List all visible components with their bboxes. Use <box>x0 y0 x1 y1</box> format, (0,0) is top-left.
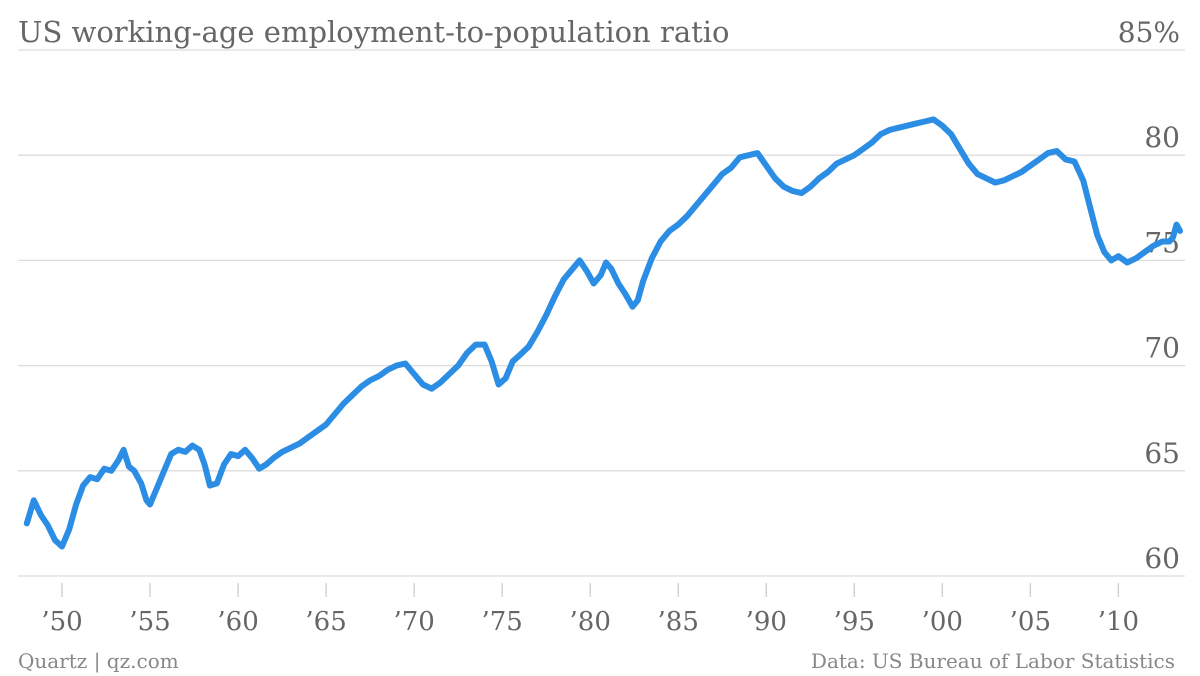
x-tick-label: ’65 <box>305 607 346 637</box>
x-tick-label: ’50 <box>41 607 82 637</box>
x-tick-label: ’10 <box>1098 607 1139 637</box>
x-axis-ticks: ’50 ’55 ’60 ’65 ’70 ’75 ’80 ’85 ’90 ’95 ’00 ’05 ’10 <box>41 583 1139 637</box>
x-tick-label: ’90 <box>746 607 787 637</box>
chart-title: US working-age employment-to-population … <box>18 15 730 49</box>
x-tick-label: ’00 <box>922 607 963 637</box>
x-tick-label: ’95 <box>834 607 875 637</box>
x-tick-label: ’85 <box>658 607 699 637</box>
y-tick-label: 80 <box>1144 121 1180 154</box>
y-tick-label: 70 <box>1144 332 1180 365</box>
data-source: Data: US Bureau of Labor Statistics <box>811 649 1175 673</box>
y-tick-label: 65 <box>1144 437 1180 470</box>
x-tick-label: ’55 <box>129 607 170 637</box>
y-tick-label: 85% <box>1118 16 1180 49</box>
x-tick-label: ’05 <box>1010 607 1051 637</box>
series-layer <box>23 116 1183 550</box>
x-tick-label: ’60 <box>217 607 258 637</box>
y-tick-label: 60 <box>1144 542 1180 575</box>
x-tick-label: ’80 <box>570 607 611 637</box>
x-tick-label: ’75 <box>481 607 522 637</box>
gridlines <box>18 49 1185 577</box>
source-credit: Quartz | qz.com <box>18 649 179 674</box>
series-line-0 <box>23 116 1183 550</box>
x-tick-label: ’70 <box>393 607 434 637</box>
